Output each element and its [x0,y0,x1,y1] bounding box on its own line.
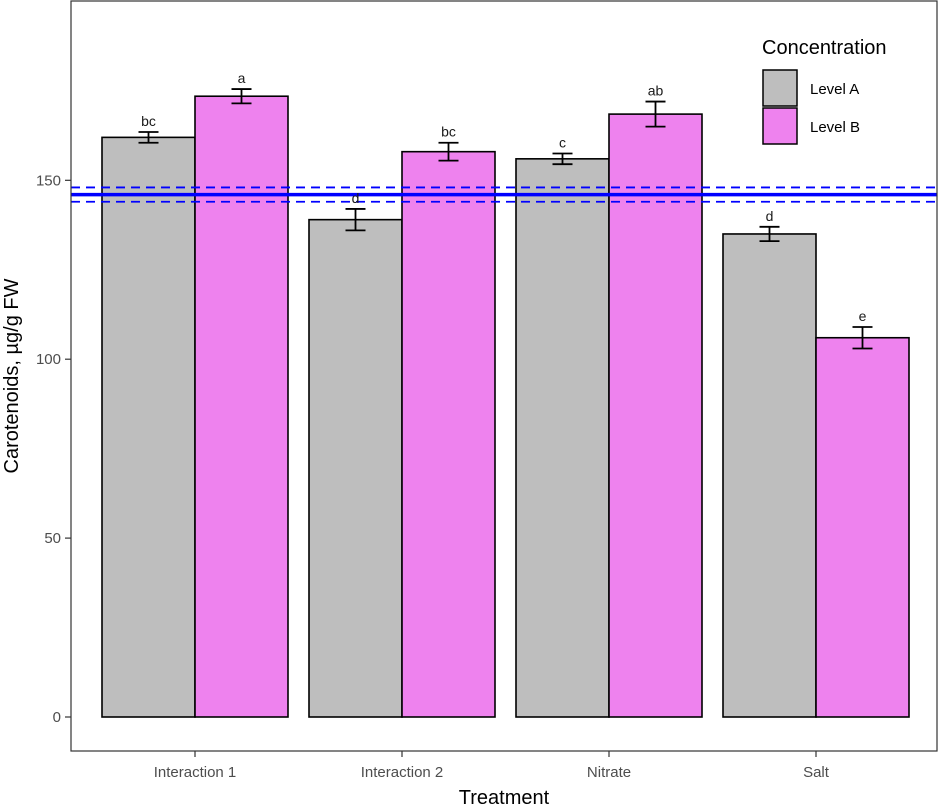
bar-salt-level-a [722,233,817,718]
error-bar-salt-level-b [852,326,873,350]
significance-letter-salt-level-a: d [766,208,774,224]
x-tick-label-salt: Salt [803,764,830,781]
error-bar-interaction-1-level-a [138,131,159,144]
significance-letter-interaction-1-level-b: a [238,70,246,86]
error-bars-layer [138,88,873,350]
significance-letter-nitrate-level-a: c [559,134,566,150]
y-axis: 0 50 100 150 [36,172,71,726]
legend: Concentration Level A Level B [762,37,887,145]
x-tick-label-nitrate: Nitrate [587,764,631,781]
error-bar-interaction-2-level-b [438,141,459,162]
x-axis: Interaction 1 Interaction 2 Nitrate Salt [154,751,830,781]
bar-nitrate-level-b [608,113,703,718]
significance-letter-interaction-2-level-b: bc [441,124,456,140]
significance-letter-interaction-1-level-a: bc [141,113,156,129]
x-tick-label-interaction-2: Interaction 2 [361,764,444,781]
significance-letters-layer: bc d c d a bc ab e [141,70,867,324]
bar-interaction-1-level-a [101,136,196,718]
legend-label-level-b: Level B [810,119,860,136]
legend-title: Concentration [762,37,887,59]
y-axis-title: Carotenoids, µg/g FW [1,278,23,473]
x-tick-label-interaction-1: Interaction 1 [154,764,237,781]
bar-interaction-2-level-a [308,218,403,718]
significance-letter-salt-level-b: e [859,308,867,324]
reference-line-layer [71,186,937,203]
significance-letter-nitrate-level-b: ab [648,83,664,99]
error-bar-salt-level-a [759,225,780,243]
y-tick-label-100: 100 [36,351,61,368]
bar-nitrate-level-a [515,158,610,718]
error-bar-interaction-1-level-b [231,88,252,105]
legend-label-level-a: Level A [810,81,859,98]
legend-key-level-b [762,107,798,145]
y-tick-label-50: 50 [44,530,61,547]
legend-key-level-a [762,69,798,107]
bar-interaction-1-level-b [194,95,289,718]
bar-interaction-2-level-b [401,150,496,718]
bars-layer [101,95,910,718]
x-axis-title: Treatment [459,787,550,807]
y-tick-label-0: 0 [53,709,61,726]
plot-panel-border [70,0,938,752]
error-bar-interaction-2-level-a [345,208,366,232]
y-tick-label-150: 150 [36,172,61,189]
error-bar-nitrate-level-b [645,100,666,128]
error-bar-nitrate-level-a [552,152,573,166]
significance-letter-interaction-2-level-a: d [352,190,360,206]
bar-salt-level-b [815,336,910,718]
